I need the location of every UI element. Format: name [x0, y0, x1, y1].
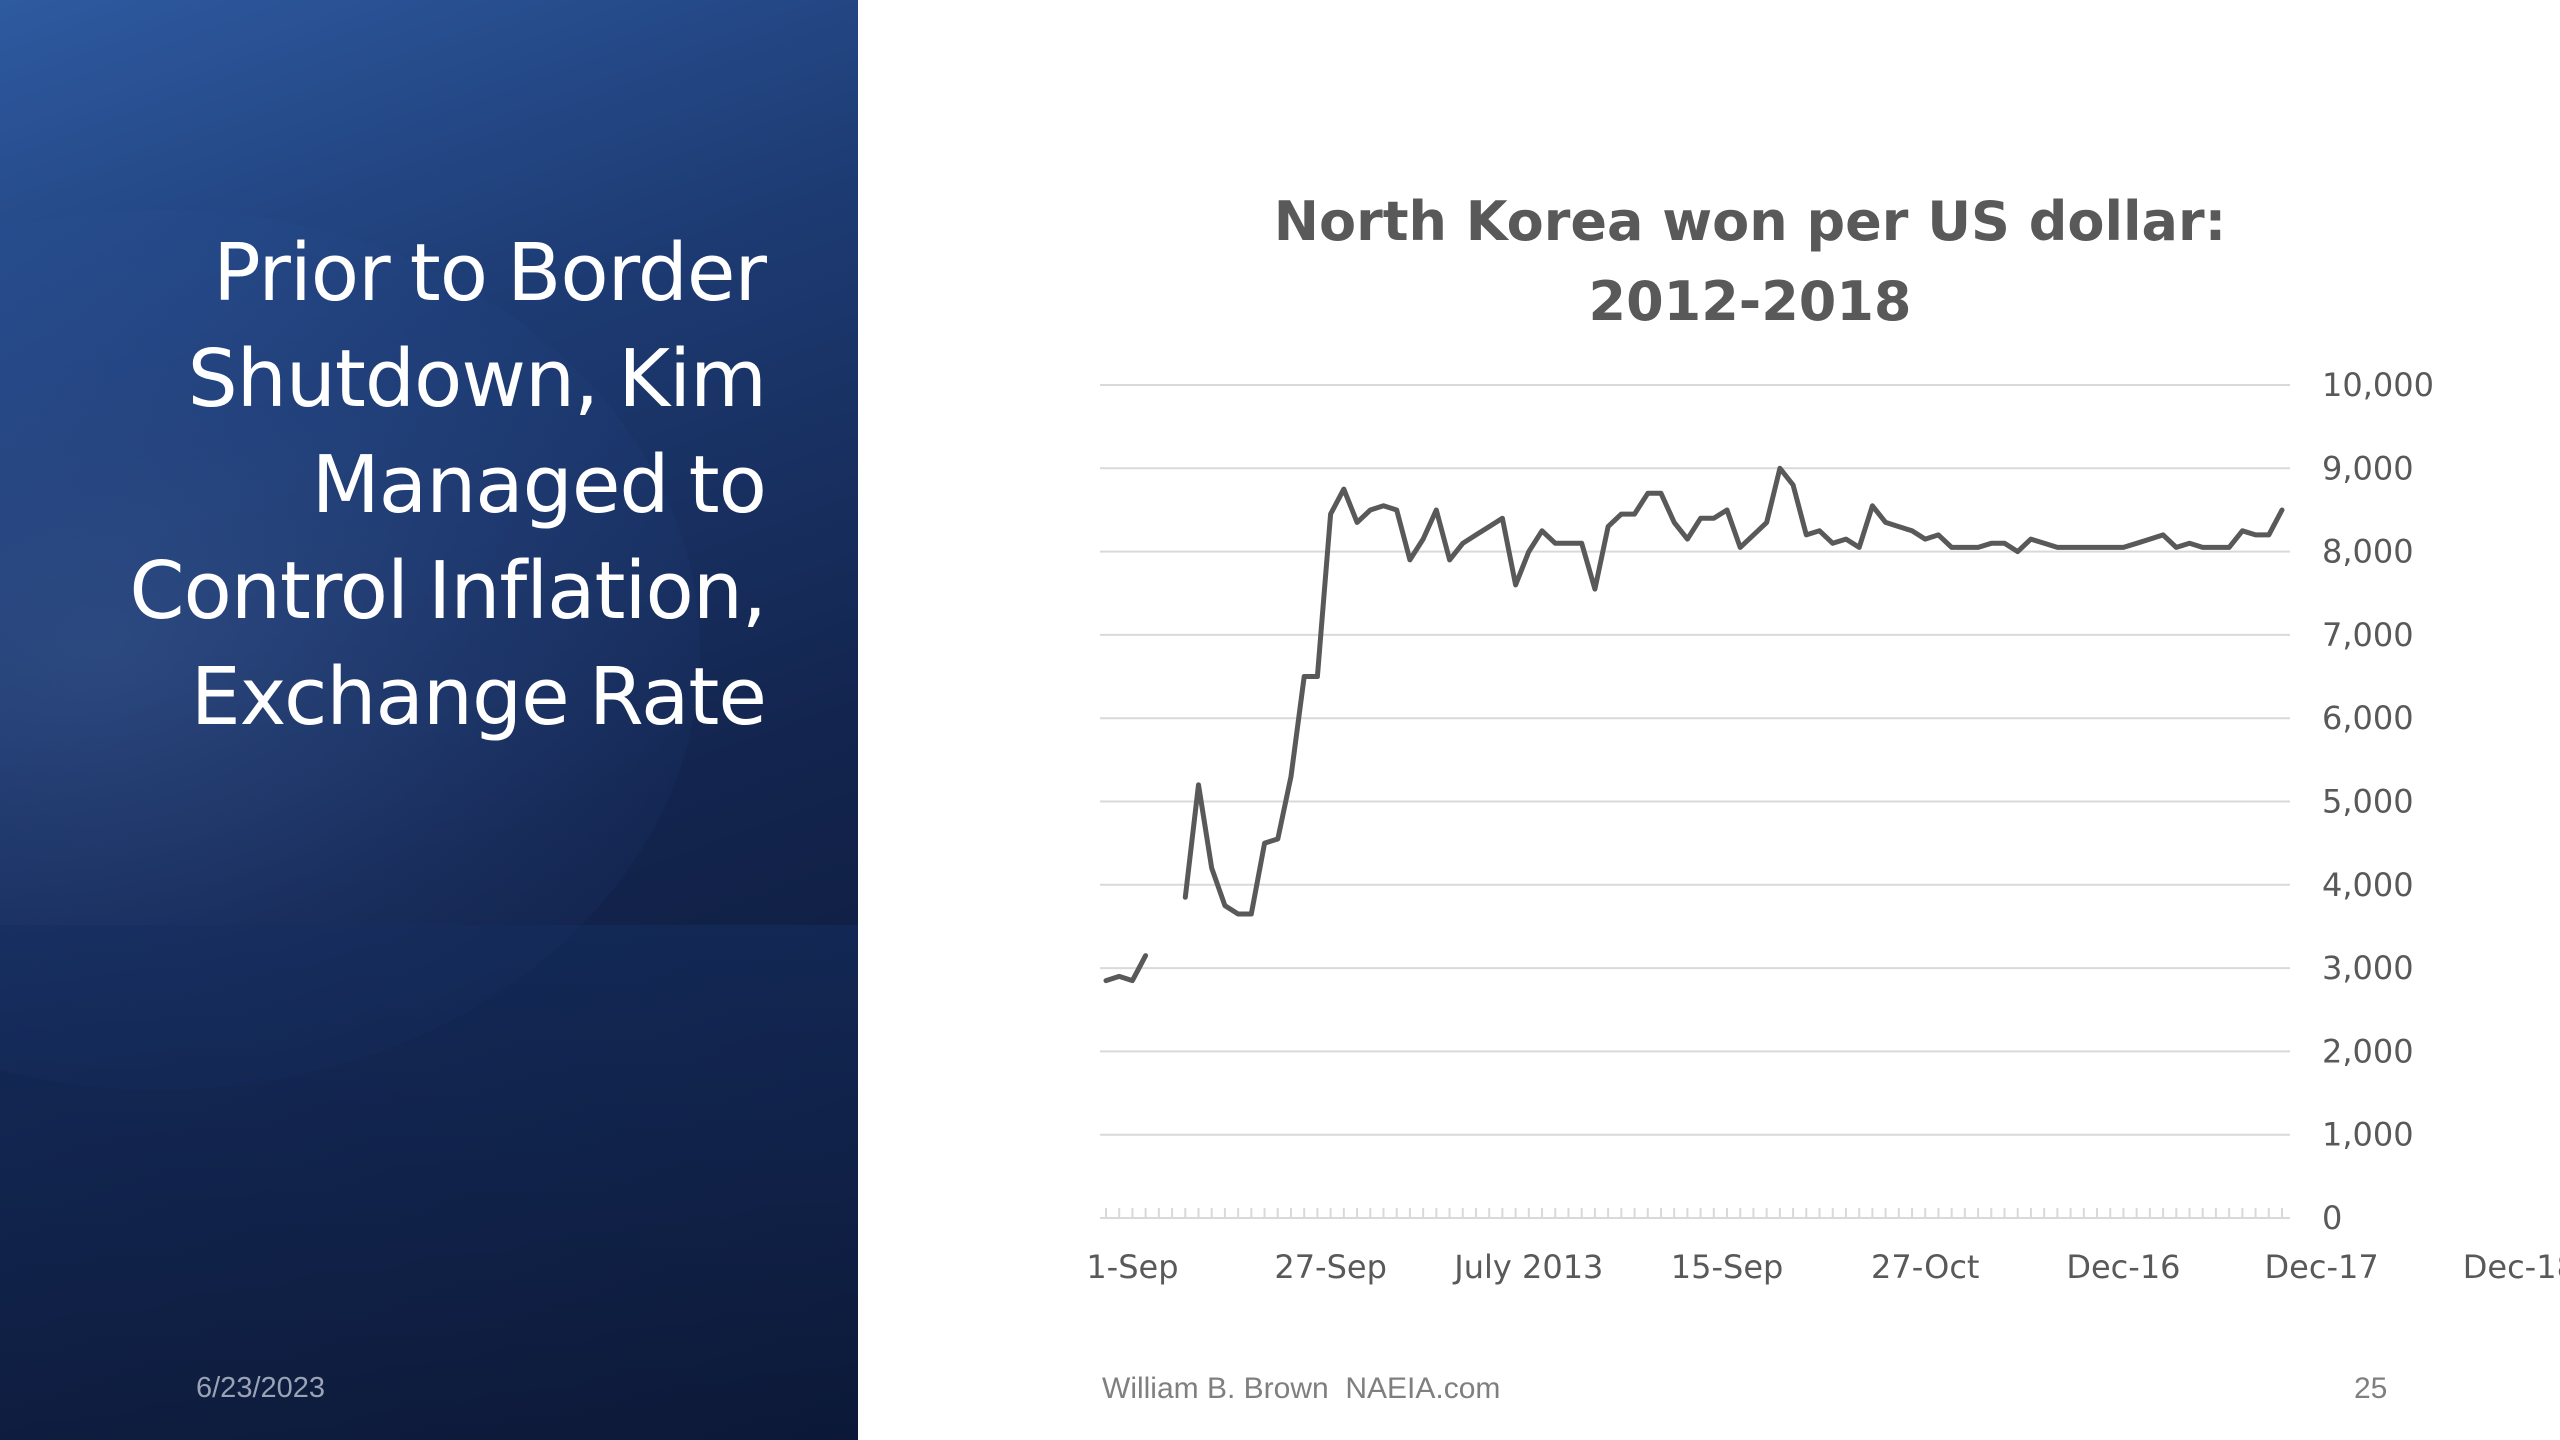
series-group — [1103, 465, 2285, 984]
chart-title: North Korea won per US dollar: 2012-2018 — [1273, 190, 2227, 333]
title-panel — [0, 0, 858, 1440]
x-tick-label: 1-Sep — [1086, 1248, 1178, 1286]
y-tick-label: 10,000 — [2322, 366, 2434, 404]
x-tick-label: Dec-16 — [2066, 1248, 2180, 1286]
y-tick-label: 8,000 — [2322, 533, 2414, 571]
x-tick-label: 27-Sep — [1274, 1248, 1387, 1286]
gridlines — [1100, 384, 2290, 1219]
x-tick-label: 27-Oct — [1871, 1248, 1979, 1286]
y-tick-label: 0 — [2322, 1199, 2342, 1237]
page-number: 25 — [2354, 1372, 2388, 1405]
y-tick-label: 6,000 — [2322, 699, 2414, 737]
y-tick-label: 3,000 — [2322, 949, 2414, 987]
y-tick-label: 9,000 — [2322, 449, 2414, 487]
x-tick-label: Dec-17 — [2265, 1248, 2379, 1286]
slide-date: 6/23/2023 — [196, 1372, 326, 1404]
x-tick-label: July 2013 — [1452, 1248, 1603, 1286]
slide-title: Prior to Border Shutdown, Kim Managed to… — [129, 227, 767, 743]
footer-credit: William B. Brown NAEIA.com — [1102, 1372, 1501, 1405]
y-tick-label: 1,000 — [2322, 1116, 2414, 1154]
series-line — [1103, 465, 2285, 984]
panel-lower-band — [0, 925, 858, 1440]
x-axis-labels: 1-Sep 27-Sep July 2013 15-Sep 27-Oct Dec-16 De… — [1086, 1248, 2560, 1286]
y-tick-label: 2,000 — [2322, 1032, 2414, 1070]
y-tick-label: 7,000 — [2322, 616, 2414, 654]
y-axis-labels: 0 1,000 2,000 3,000 4,000 5,000 6,000 7,000 8,00… — [2322, 366, 2434, 1237]
y-tick-label: 4,000 — [2322, 866, 2414, 904]
x-tick-label: 15-Sep — [1671, 1248, 1784, 1286]
y-tick-label: 5,000 — [2322, 783, 2414, 821]
x-tick-label: Dec-18 — [2463, 1248, 2560, 1286]
x-axis-ticks — [1105, 1208, 2283, 1218]
